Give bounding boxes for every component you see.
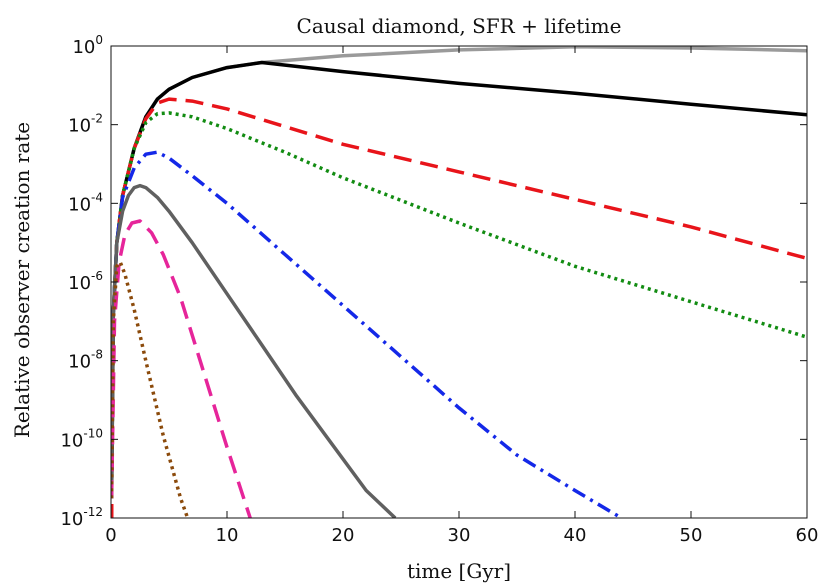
tick-labels: 0 10 20 30 40 50 60 10-12 10-10 10-8 10-6 10-4 10-2 1…	[60, 33, 818, 546]
x-tick-label: 30	[448, 525, 471, 546]
series-line-1	[111, 46, 807, 499]
plot-frame	[110, 45, 808, 519]
x-tick-label: 0	[105, 525, 116, 546]
y-tick-label: 10-6	[68, 269, 103, 294]
plot-lines	[111, 46, 807, 518]
chart-title: Causal diamond, SFR + lifetime	[297, 14, 622, 38]
x-tick-label: 20	[332, 525, 355, 546]
x-tick-label: 50	[680, 525, 703, 546]
y-axis-label: Relative observer creation rate	[10, 122, 34, 438]
x-tick-label: 10	[216, 525, 239, 546]
y-tick-label: 100	[72, 33, 103, 58]
series-line-4	[111, 111, 807, 499]
y-tick-label: 10-2	[68, 112, 103, 137]
y-tick-label: 10-10	[60, 426, 103, 451]
x-tick-label: 40	[564, 525, 587, 546]
x-axis-label: time [Gyr]	[407, 559, 511, 583]
series-line-8	[111, 260, 190, 518]
y-tick-label: 10-12	[60, 505, 103, 530]
ticks	[110, 45, 808, 519]
series-line-6	[111, 183, 397, 518]
series-line-3	[111, 97, 807, 499]
series-line-5	[111, 150, 623, 518]
series-line-7	[111, 219, 252, 518]
y-tick-label: 10-8	[68, 348, 103, 373]
x-tick-label: 60	[796, 525, 819, 546]
y-tick-label: 10-4	[68, 190, 103, 215]
